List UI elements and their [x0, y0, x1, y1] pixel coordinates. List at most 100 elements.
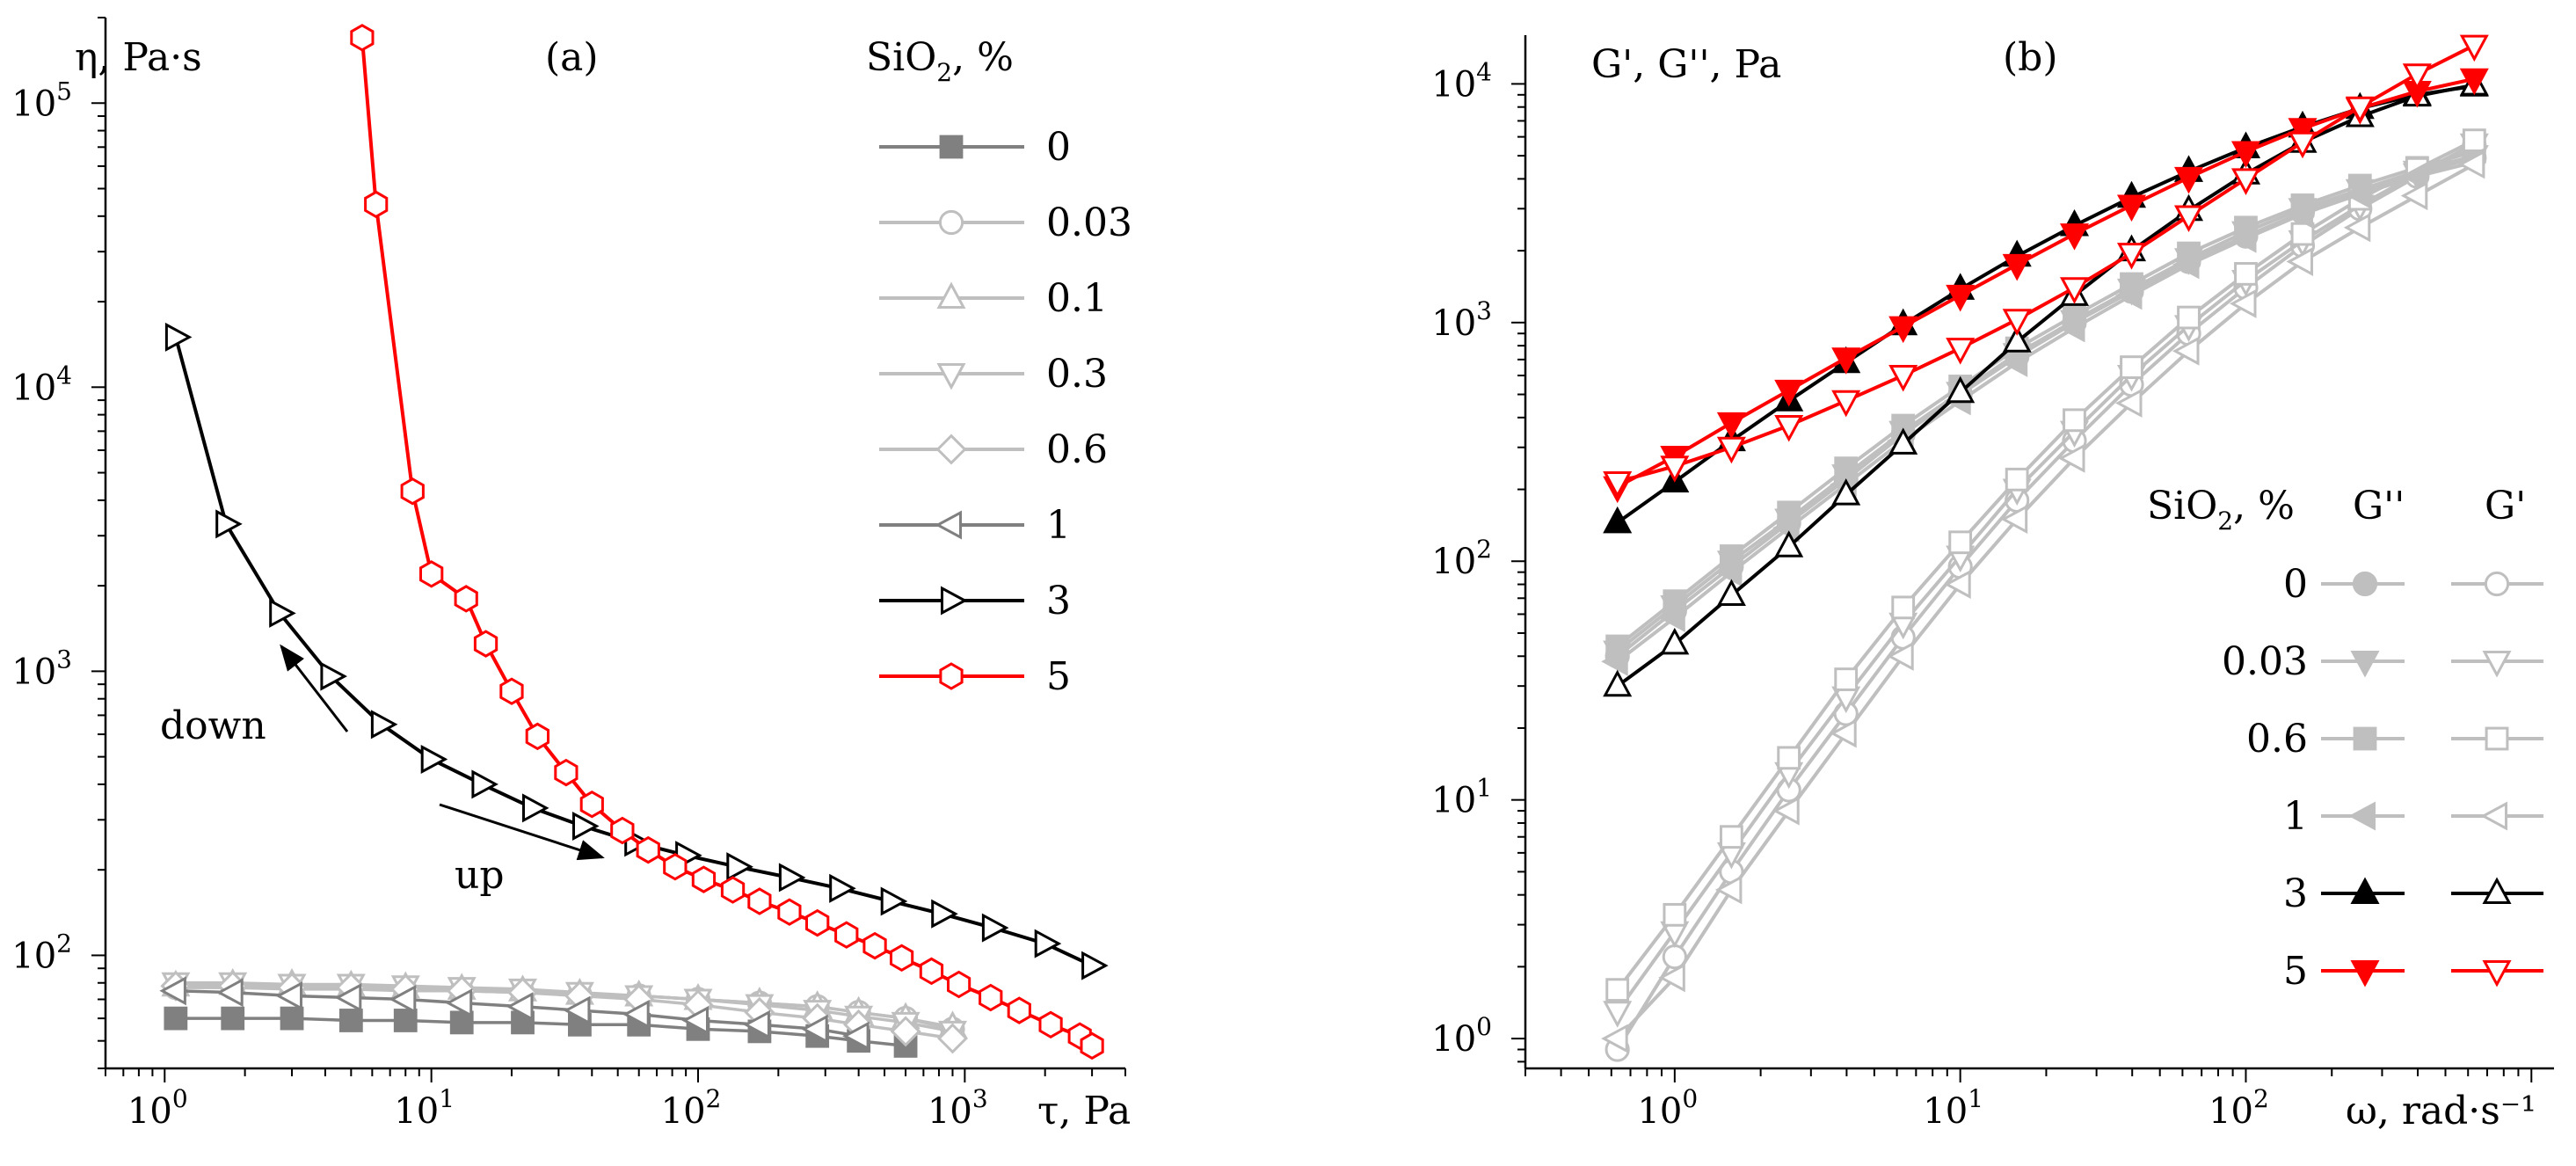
panel-b-y-tick-label: 100	[1431, 1012, 1492, 1060]
panel-b-point-1-Gp	[2229, 288, 2257, 318]
panel-b-legend-label: 0.03	[2222, 639, 2308, 684]
panel-a-point-5	[525, 722, 549, 751]
panel-b-series-5-Gpp	[1603, 68, 2489, 504]
panel-b-series-5-Gp	[1603, 34, 2489, 499]
panel-b-point-5-Gp	[2059, 277, 2090, 304]
panel-b-line-5-Gp	[1617, 43, 2476, 484]
panel-b-point-5-Gp	[2116, 243, 2147, 270]
panel-b-legend-label: 0.6	[2246, 717, 2308, 762]
panel-b-legend-item-0: 0	[2283, 562, 2543, 607]
panel-a-point-1	[801, 1014, 828, 1044]
panel-a-point-3	[164, 322, 193, 352]
panel-b-legend-marker-gp	[2482, 651, 2512, 678]
panel-b-point-1-Gp	[2057, 443, 2085, 473]
panel-a-ylabel: η, Pa·s	[75, 35, 202, 80]
panel-a-point-5	[947, 970, 971, 999]
panel-a-point-1	[622, 999, 650, 1030]
panel-b-point-3-Gp	[1888, 427, 1918, 455]
panel-a-y-tick-label: 103	[11, 645, 72, 692]
panel-b-point-5-Gpp	[2116, 194, 2147, 222]
panel-a-legend-item-0: 0	[879, 125, 1071, 170]
panel-b-point-5-Gp	[2459, 34, 2489, 62]
panel-b-point-5-Gpp	[1946, 284, 1976, 312]
panel-b-legend-col-gp: G'	[2485, 484, 2526, 528]
panel-b-point-0.6-Gp	[1948, 530, 1973, 555]
annotation-up: up	[455, 853, 505, 898]
panel-a-point-5	[364, 190, 389, 219]
panel-b-point-5-Gp	[2288, 131, 2318, 159]
panel-a-legend-label: 5	[1046, 654, 1071, 699]
panel-a-line-3	[173, 336, 1093, 967]
panel-a-point-5	[350, 24, 375, 52]
panel-a-legend-label: 0.03	[1046, 200, 1132, 245]
panel-b-point-0.6-Gp	[2177, 305, 2201, 330]
panel-a-point-3	[420, 744, 448, 775]
panel-b-point-5-Gp	[2173, 205, 2204, 233]
panel-b-point-1-Gp	[2343, 213, 2371, 243]
panel-a-point-5	[663, 852, 688, 881]
panel-a-point-5	[400, 477, 425, 506]
panel-a-point-3	[829, 873, 856, 903]
panel-b-point-5-Gpp	[1774, 379, 1804, 407]
panel-a-legend-item-0.03: 0.03	[879, 200, 1132, 245]
panel-b-x-tick-label: 102	[2209, 1084, 2269, 1132]
panel-a-point-5	[454, 585, 478, 613]
panel-a-point-5	[919, 957, 944, 986]
panel-b-line-1-Gp	[1616, 163, 2476, 1040]
panel-a-point-5	[419, 560, 444, 588]
panel-a-point-1	[334, 982, 362, 1013]
panel-a-x-tick-label: 101	[394, 1084, 455, 1132]
panel-b-point-0.6-Gp	[1663, 902, 1687, 927]
panel-b-legend-marker-gp	[2482, 877, 2512, 904]
panel-a-point-5	[499, 677, 524, 705]
panel-b-point-0.6-Gp	[2005, 467, 2029, 492]
panel-b-label: (b)	[2003, 35, 2058, 80]
panel-a-point-0	[338, 1009, 363, 1032]
panel-a-line-5	[360, 37, 1094, 1047]
panel-b-point-0.6-Gp	[2120, 355, 2143, 380]
panel-b-ylabel: G', G'', Pa	[1591, 42, 1781, 87]
panel-b-point-3-Gp	[2002, 325, 2032, 353]
arrow-down	[280, 644, 349, 732]
panel-a-legend-marker	[939, 135, 964, 159]
panel-b-point-0.6-Gp	[1719, 825, 1743, 849]
panel-b-point-5-Gp	[2345, 96, 2375, 124]
panel-a-xlabel: τ, Pa	[1037, 1089, 1131, 1133]
panel-a-point-3	[269, 598, 296, 628]
panel-b-line-0.6-Gpp	[1616, 149, 2475, 648]
panel-a-point-0	[164, 1006, 188, 1031]
panel-b-point-5-Gp	[1716, 436, 1746, 464]
panel-a-legend-item-5: 5	[879, 654, 1071, 699]
panel-a-series-3	[164, 322, 1109, 980]
panel-a-point-0.6	[890, 1016, 921, 1047]
panel-b-legend-item-0.03: 0.03	[2222, 639, 2543, 684]
panel-b-line-0.03-Gpp	[1616, 154, 2475, 653]
panel-a-axes	[104, 18, 1125, 1070]
panel-b-point-3-Gp	[1774, 530, 1804, 557]
panel-a-point-3	[981, 913, 1009, 943]
panel-b-point-5-Gp	[1603, 471, 1633, 499]
panel-a-legend-title: SiO2, %	[866, 35, 1014, 87]
panel-b-legend-marker-gp	[2485, 726, 2509, 751]
panel-b-point-1-Gp	[2457, 149, 2485, 179]
panel-a-point-3	[726, 852, 753, 882]
panel-b-x-tick-label: 101	[1923, 1084, 1983, 1132]
panel-b-legend-marker-gpp	[2348, 801, 2376, 831]
panel-a-x-tick-label: 102	[661, 1084, 722, 1132]
panel-a-point-1	[743, 1009, 770, 1039]
panel-a-point-5	[610, 816, 635, 845]
panel-a-label: (a)	[545, 35, 599, 80]
panel-b-point-1-Gpp	[2057, 313, 2085, 343]
panel-a-point-3	[320, 661, 347, 691]
panel-a-point-1	[389, 984, 417, 1015]
panel-a-point-3	[522, 793, 549, 823]
panel-b-series-0.6-Gp	[1605, 128, 2486, 1002]
panel-b-legend-marker-gpp	[2352, 571, 2378, 597]
panel-b-legend-item-1: 1	[2283, 794, 2543, 839]
panel-a-point-3	[880, 886, 908, 916]
panel-b-point-3-Gp	[1716, 579, 1746, 606]
panel-a-point-3	[1034, 929, 1062, 958]
panel-b-point-5-Gpp	[2059, 223, 2090, 251]
